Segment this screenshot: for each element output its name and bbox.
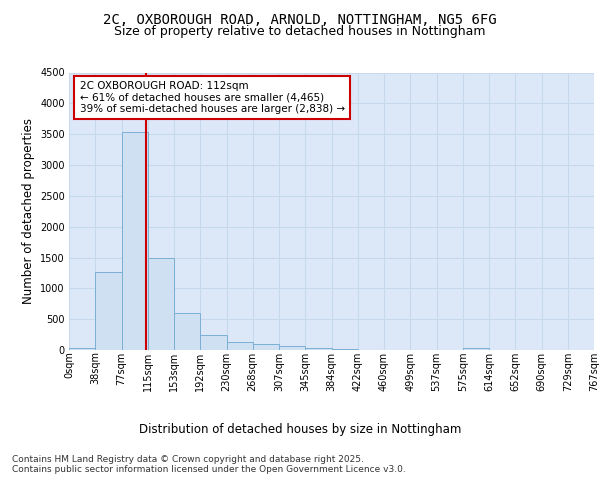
Bar bbox=[148, 258, 174, 350]
Bar bbox=[121, 132, 148, 350]
Y-axis label: Number of detached properties: Number of detached properties bbox=[22, 118, 35, 304]
Bar bbox=[200, 334, 227, 350]
Text: 2C OXBOROUGH ROAD: 112sqm
← 61% of detached houses are smaller (4,465)
39% of se: 2C OXBOROUGH ROAD: 112sqm ← 61% of detac… bbox=[79, 81, 344, 114]
Bar bbox=[305, 348, 331, 350]
Text: Distribution of detached houses by size in Nottingham: Distribution of detached houses by size … bbox=[139, 422, 461, 436]
Bar bbox=[253, 344, 279, 350]
Text: 2C, OXBOROUGH ROAD, ARNOLD, NOTTINGHAM, NG5 6FG: 2C, OXBOROUGH ROAD, ARNOLD, NOTTINGHAM, … bbox=[103, 12, 497, 26]
Bar bbox=[95, 272, 121, 350]
Bar bbox=[69, 348, 95, 350]
Text: Contains HM Land Registry data © Crown copyright and database right 2025.
Contai: Contains HM Land Registry data © Crown c… bbox=[12, 455, 406, 474]
Text: Size of property relative to detached houses in Nottingham: Size of property relative to detached ho… bbox=[114, 25, 486, 38]
Bar bbox=[279, 346, 305, 350]
Bar bbox=[174, 313, 200, 350]
Bar bbox=[331, 349, 358, 350]
Bar bbox=[463, 348, 489, 350]
Bar bbox=[227, 342, 253, 350]
